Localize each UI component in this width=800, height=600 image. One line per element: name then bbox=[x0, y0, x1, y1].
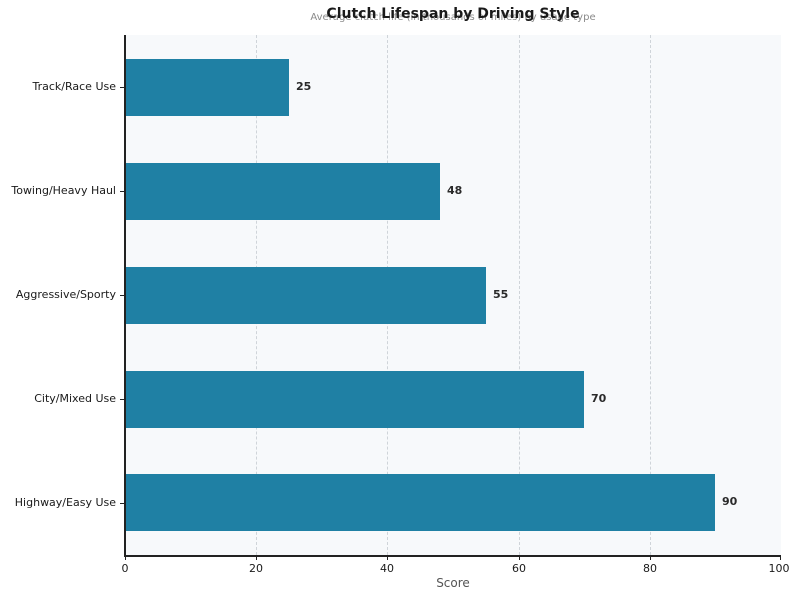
x-tick-label: 80 bbox=[643, 562, 657, 575]
value-label: 48 bbox=[447, 184, 463, 197]
bar-city bbox=[125, 371, 584, 428]
value-label: 70 bbox=[591, 392, 607, 405]
x-tick bbox=[387, 556, 388, 560]
x-tick-label: 100 bbox=[768, 562, 790, 575]
x-tick-label: 20 bbox=[249, 562, 263, 575]
chart-subtitle: Average clutch life (in thousands of mil… bbox=[310, 12, 596, 23]
x-axis-line bbox=[124, 555, 781, 557]
x-tick bbox=[256, 556, 257, 560]
value-label: 55 bbox=[493, 288, 509, 301]
x-tick bbox=[125, 556, 126, 560]
gridline-60 bbox=[519, 35, 520, 555]
x-tick bbox=[519, 556, 520, 560]
y-tick bbox=[120, 399, 124, 400]
plot-area: 25 48 55 70 90 bbox=[125, 35, 781, 555]
y-tick-label: Towing/Heavy Haul bbox=[11, 184, 116, 197]
bar-highway bbox=[125, 474, 715, 531]
y-tick-label: Track/Race Use bbox=[32, 80, 117, 93]
y-tick-label: City/Mixed Use bbox=[34, 392, 116, 405]
y-tick-label: Aggressive/Sporty bbox=[15, 288, 116, 301]
bar-track-race bbox=[125, 59, 289, 116]
x-tick bbox=[650, 556, 651, 560]
chart-title: Clutch Lifespan by Driving Style bbox=[326, 6, 580, 22]
value-label: 25 bbox=[296, 80, 312, 93]
bar-towing bbox=[125, 163, 440, 220]
x-tick-label: 0 bbox=[121, 562, 129, 575]
x-axis-title: Score bbox=[436, 576, 470, 590]
value-label: 90 bbox=[722, 495, 738, 508]
y-tick-label: Highway/Easy Use bbox=[14, 496, 116, 509]
x-tick bbox=[780, 556, 781, 560]
y-tick bbox=[120, 295, 124, 296]
y-tick bbox=[120, 87, 124, 88]
x-tick-label: 60 bbox=[512, 562, 526, 575]
gridline-80 bbox=[650, 35, 651, 555]
bar-aggressive bbox=[125, 267, 486, 324]
y-axis-line bbox=[124, 35, 126, 556]
y-tick bbox=[120, 503, 124, 504]
x-tick-label: 40 bbox=[380, 562, 394, 575]
y-tick bbox=[120, 191, 124, 192]
